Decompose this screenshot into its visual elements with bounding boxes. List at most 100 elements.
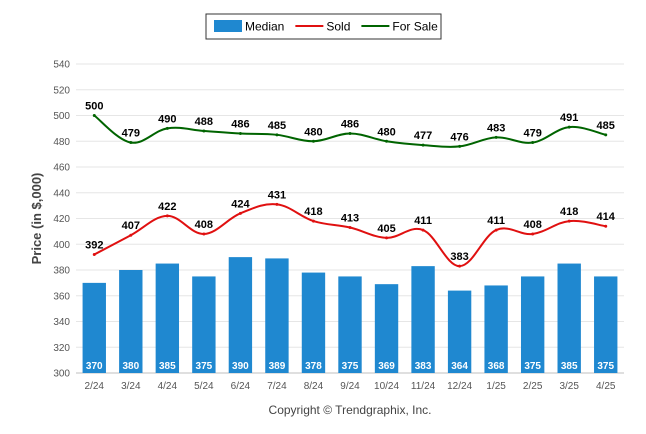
x-tick-label: 3/24 — [121, 381, 141, 392]
median-bar — [228, 257, 253, 373]
x-tick-label: 3/25 — [559, 381, 579, 392]
sold-point — [129, 233, 133, 237]
for-sale-data-label: 483 — [487, 122, 505, 134]
for-sale-point — [531, 141, 535, 145]
copyright-footer: Copyright © Trendgraphix, Inc. — [269, 403, 432, 417]
x-tick-label: 7/24 — [267, 381, 287, 392]
for-sale-point — [238, 132, 242, 136]
for-sale-point — [275, 133, 279, 137]
median-bar-label: 378 — [305, 361, 322, 372]
x-axis-ticks: 2/24 3/24 4/24 5/24 6/24 7/24 8/24 9/24 10/24 11/… — [85, 381, 616, 392]
y-tick-label: 420 — [53, 214, 70, 225]
sold-data-label: 431 — [268, 189, 286, 201]
for-sale-data-label: 490 — [158, 113, 176, 125]
for-sale-data-label: 485 — [597, 120, 615, 132]
for-sale-point — [165, 126, 169, 130]
x-tick-label: 4/25 — [596, 381, 616, 392]
sold-data-label: 411 — [414, 215, 432, 227]
x-tick-label: 2/24 — [85, 381, 105, 392]
median-bar — [484, 285, 508, 373]
for-sale-data-label: 500 — [85, 101, 103, 113]
legend-label-for-sale: For Sale — [392, 20, 438, 34]
sold-point — [202, 232, 206, 236]
median-bar-label: 383 — [415, 361, 432, 372]
x-tick-label: 5/24 — [194, 381, 214, 392]
y-tick-label: 400 — [53, 240, 70, 251]
for-sale-data-label: 479 — [122, 128, 140, 140]
x-tick-label: 8/24 — [304, 381, 324, 392]
for-sale-point — [348, 132, 352, 136]
legend-box — [205, 13, 442, 40]
x-tick-label: 10/24 — [374, 381, 399, 392]
y-tick-label: 520 — [53, 85, 70, 96]
sold-data-label: 407 — [122, 220, 140, 232]
median-bar — [192, 276, 216, 373]
y-tick-label: 440 — [53, 188, 70, 199]
y-tick-label: 480 — [53, 137, 70, 148]
median-bar — [411, 266, 435, 373]
for-sale-point — [567, 125, 571, 129]
sold-point — [348, 226, 352, 230]
sold-data-label: 383 — [450, 251, 468, 263]
sold-data-label: 408 — [523, 219, 541, 231]
median-bar-label: 369 — [378, 361, 395, 372]
y-tick-label: 500 — [53, 111, 70, 122]
x-tick-label: 12/24 — [447, 381, 472, 392]
median-bar — [520, 276, 545, 373]
y-axis-label: Price (in $,000) — [29, 173, 44, 265]
for-sale-point — [92, 114, 96, 117]
x-tick-label: 6/24 — [231, 381, 251, 392]
sold-data-label: 414 — [597, 211, 616, 223]
legend-swatch-median — [214, 20, 242, 32]
for-sale-data-label: 480 — [377, 126, 395, 138]
median-bar-label: 375 — [524, 361, 541, 372]
y-tick-label: 340 — [53, 317, 70, 328]
y-tick-label: 380 — [53, 266, 70, 277]
lines: 392 407 422 408 424 431 418 413 405 411 383 411 408 4… — [85, 101, 616, 268]
median-bar — [155, 263, 180, 373]
x-tick-label: 2/25 — [523, 381, 543, 392]
sold-point — [385, 236, 389, 240]
x-tick-label: 9/24 — [340, 381, 360, 392]
sold-data-label: 408 — [195, 219, 213, 231]
median-bar — [594, 276, 618, 373]
median-bar — [374, 284, 399, 373]
median-bars: 370 380 385 375 390 389 378 375 369 383 364 368 375 3… — [82, 257, 618, 373]
x-tick-label: 1/25 — [486, 381, 506, 392]
median-bar — [338, 276, 362, 373]
for-sale-point — [202, 129, 206, 133]
for-sale-point — [421, 143, 425, 147]
x-tick-label: 4/24 — [158, 381, 178, 392]
sold-point — [165, 214, 169, 218]
sold-data-label: 418 — [304, 206, 322, 218]
y-tick-label: 460 — [53, 163, 70, 174]
for-sale-point — [604, 133, 608, 137]
sold-data-label: 392 — [85, 240, 103, 252]
median-bar-label: 389 — [269, 361, 286, 372]
sold-data-label: 422 — [158, 201, 176, 213]
for-sale-data-label: 479 — [523, 128, 541, 140]
sold-data-label: 411 — [487, 215, 505, 227]
median-bar-label: 385 — [159, 361, 176, 372]
median-bar-label: 380 — [122, 361, 139, 372]
sold-point — [238, 211, 242, 215]
sold-data-label: 424 — [231, 198, 250, 210]
for-sale-data-label: 477 — [414, 130, 432, 142]
sold-data-label: 413 — [341, 213, 359, 225]
legend-label-median: Median — [245, 20, 284, 34]
for-sale-point — [494, 135, 498, 139]
for-sale-point — [385, 139, 389, 143]
for-sale-point — [311, 139, 315, 143]
sold-point — [494, 228, 498, 232]
median-bar-label: 364 — [451, 361, 468, 372]
sold-point — [275, 202, 279, 206]
median-bar-label: 390 — [232, 361, 249, 372]
sold-data-label: 418 — [560, 206, 578, 218]
for-sale-data-label: 476 — [450, 131, 468, 143]
sold-point — [567, 219, 571, 223]
median-bar-label: 375 — [196, 361, 213, 372]
for-sale-data-label: 486 — [231, 119, 249, 131]
median-bar-label: 385 — [561, 361, 578, 372]
sold-point — [604, 224, 608, 228]
